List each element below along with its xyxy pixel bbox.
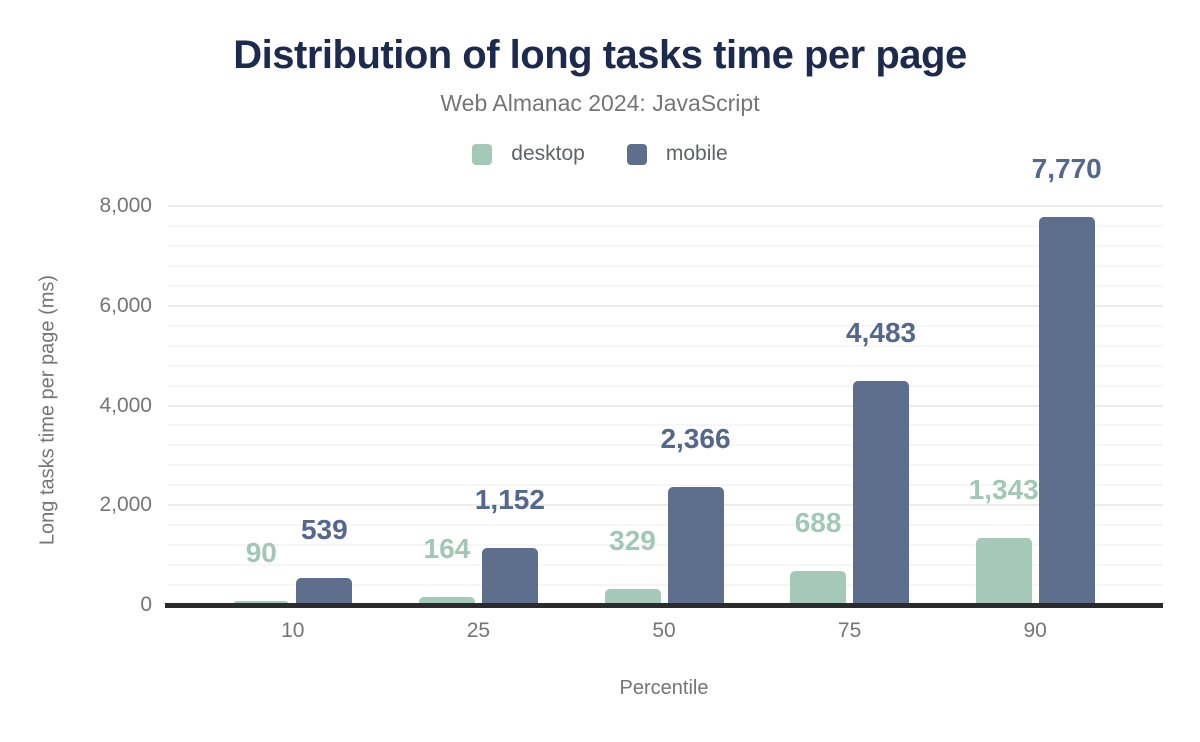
legend-label-mobile: mobile: [665, 142, 728, 165]
gridline-major: [168, 404, 1163, 407]
chart-title: Distribution of long tasks time per page: [233, 33, 967, 77]
gridline-minor: [168, 564, 1163, 567]
gridline-minor: [168, 264, 1163, 267]
bar-mobile-p25: [481, 547, 538, 605]
gridline-major: [168, 205, 1163, 207]
legend-label-desktop: desktop: [511, 142, 585, 165]
x-tick-label-90: 90: [1023, 619, 1047, 642]
legend-item-mobile: mobile: [626, 142, 728, 166]
gridline-minor: [168, 484, 1163, 487]
gridline-minor: [168, 384, 1163, 387]
legend-item-desktop: desktop: [472, 142, 585, 166]
bar-mobile-p90: [1038, 217, 1095, 605]
bar-value-label-desktop-p90: 1,343: [968, 474, 1039, 506]
bar-value-label-mobile-p90: 7,770: [1031, 153, 1102, 185]
y-tick-label: 4,000: [99, 393, 152, 417]
bar-mobile-p10: [296, 578, 353, 605]
gridline-minor: [168, 584, 1163, 587]
x-tick-label-10: 10: [281, 619, 305, 642]
gridline-minor: [168, 284, 1163, 287]
bar-desktop-p50: [604, 588, 661, 605]
legend: desktop mobile: [0, 142, 1200, 166]
bar-value-label-desktop-p75: 688: [794, 506, 842, 538]
gridline-minor: [168, 324, 1163, 327]
gridline-minor: [168, 464, 1163, 467]
bar-desktop-p25: [418, 596, 475, 605]
gridline-minor: [168, 244, 1163, 247]
x-axis-title: Percentile: [619, 677, 709, 699]
gridline-minor: [168, 424, 1163, 427]
bar-value-label-mobile-p50: 2,366: [660, 423, 731, 454]
bar-mobile-p50: [667, 487, 724, 605]
plot-area: 90 539 164 1,152 329 2,366 688 4,483 1,343 7,770: [165, 154, 1163, 605]
y-tick-label: 6,000: [99, 293, 152, 317]
gridline-minor: [168, 224, 1163, 227]
x-tick-label-75: 75: [837, 619, 862, 642]
gridline-minor: [168, 344, 1163, 347]
gridline-minor: [168, 524, 1163, 527]
legend-swatch-mobile: [626, 143, 647, 165]
bar-value-label-desktop-p50: 329: [609, 524, 656, 556]
bar-value-label-mobile-p10: 539: [300, 514, 348, 546]
bar-value-label-desktop-p25: 164: [423, 532, 471, 564]
y-tick-label: 0: [140, 593, 152, 616]
gridline-major: [168, 504, 1163, 507]
y-tick-label: 2,000: [99, 493, 152, 517]
bar-value-label-mobile-p25: 1,152: [474, 483, 545, 515]
x-axis-line: [165, 603, 1163, 608]
bar-desktop-p75: [790, 570, 847, 605]
x-tick-label-50: 50: [652, 619, 676, 642]
bar-desktop-p10: [233, 600, 290, 605]
bar-value-label-desktop-p10: 90: [245, 536, 277, 568]
bar-value-label-mobile-p75: 4,483: [846, 317, 917, 349]
bar-desktop-p90: [975, 538, 1032, 605]
gridline-minor: [168, 544, 1163, 547]
x-tick-label-25: 25: [466, 619, 491, 642]
gridline-minor: [168, 364, 1163, 367]
bar-mobile-p75: [853, 381, 910, 605]
y-tick-label: 8,000: [99, 194, 152, 217]
gridline-major: [168, 304, 1163, 307]
legend-swatch-desktop: [472, 143, 493, 165]
chart-subtitle: Web Almanac 2024: JavaScript: [440, 90, 760, 116]
gridline-minor: [168, 444, 1163, 447]
